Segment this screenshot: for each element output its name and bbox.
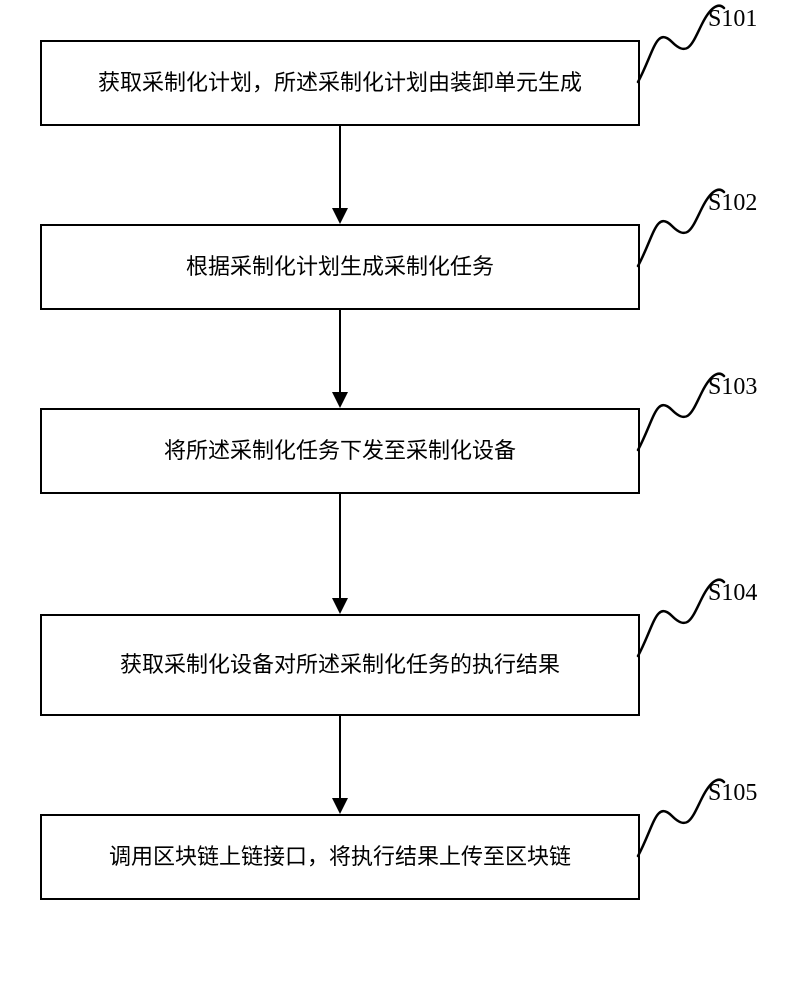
flowchart-box: 获取采制化计划，所述采制化计划由装卸单元生成 [40,40,640,126]
squiggle-connector [636,778,726,858]
flowchart-arrow [40,494,640,614]
flowchart-step: 获取采制化计划，所述采制化计划由装卸单元生成S101 [40,40,760,126]
flowchart-box: 根据采制化计划生成采制化任务 [40,224,640,310]
squiggle-connector [636,4,726,84]
arrow-down-icon [325,494,355,614]
flowchart-arrow [40,310,640,408]
flowchart-box: 获取采制化设备对所述采制化任务的执行结果 [40,614,640,716]
flowchart-arrow [40,716,640,814]
flowchart-box-text: 获取采制化计划，所述采制化计划由装卸单元生成 [98,68,582,99]
flowchart-box-text: 将所述采制化任务下发至采制化设备 [164,436,516,467]
flowchart-box-text: 根据采制化计划生成采制化任务 [186,252,494,283]
arrow-down-icon [325,126,355,224]
flowchart-step: 将所述采制化任务下发至采制化设备S103 [40,408,760,494]
flowchart-container: 获取采制化计划，所述采制化计划由装卸单元生成S101 根据采制化计划生成采制化任务… [40,40,760,900]
squiggle-connector [636,372,726,452]
flowchart-box: 将所述采制化任务下发至采制化设备 [40,408,640,494]
flowchart-box-text: 获取采制化设备对所述采制化任务的执行结果 [120,650,560,681]
arrow-down-icon [325,310,355,408]
squiggle-connector [636,578,726,658]
flowchart-step: 根据采制化计划生成采制化任务S102 [40,224,760,310]
flowchart-step: 调用区块链上链接口，将执行结果上传至区块链S105 [40,814,760,900]
flowchart-box-text: 调用区块链上链接口，将执行结果上传至区块链 [109,842,571,873]
flowchart-arrow [40,126,640,224]
flowchart-box: 调用区块链上链接口，将执行结果上传至区块链 [40,814,640,900]
squiggle-connector [636,188,726,268]
arrow-down-icon [325,716,355,814]
flowchart-step: 获取采制化设备对所述采制化任务的执行结果S104 [40,614,760,716]
